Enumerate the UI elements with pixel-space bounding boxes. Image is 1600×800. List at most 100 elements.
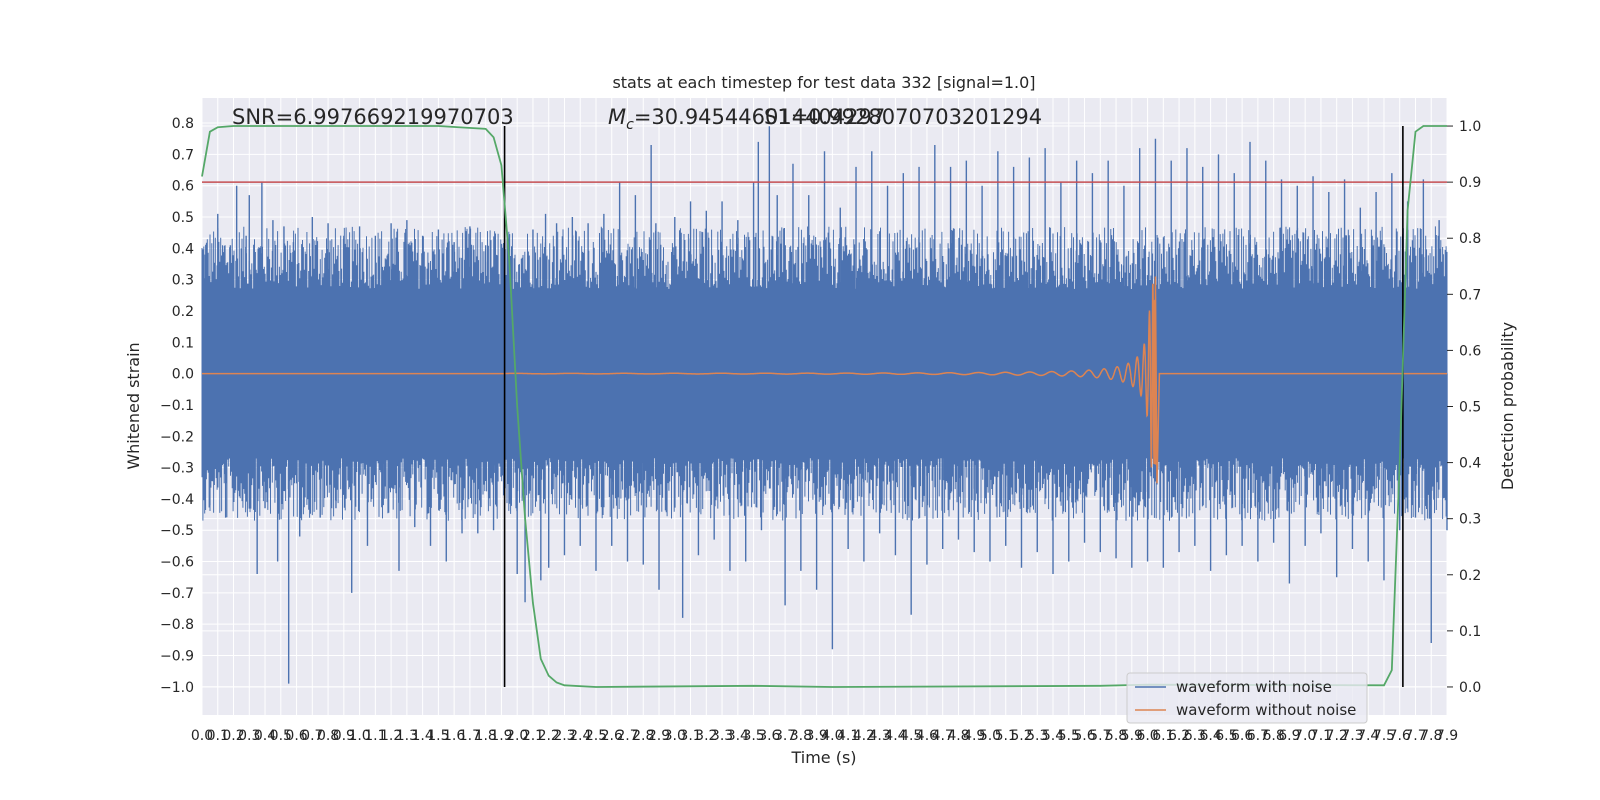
x-tick-label: 5.3 [1026, 728, 1048, 744]
right-tick-label: 0.5 [1459, 400, 1481, 416]
x-tick-label: 3.4 [727, 728, 749, 744]
x-tick-label: 0.1 [207, 728, 229, 744]
x-tick-label: 3.9 [805, 728, 827, 744]
x-tick-label: 1.0 [348, 728, 370, 744]
x-tick-label: 0.6 [285, 728, 307, 744]
x-tick-label: 2.0 [506, 728, 528, 744]
x-tick-label: 1.2 [380, 728, 402, 744]
x-tick-label: 3.8 [790, 728, 812, 744]
x-tick-label: 7.1 [1310, 728, 1332, 744]
x-tick-label: 5.5 [1058, 728, 1080, 744]
x-tick-label: 5.2 [1010, 728, 1032, 744]
x-tick-label: 6.2 [1168, 728, 1190, 744]
right-tick-label: 0.1 [1459, 624, 1481, 640]
right-tick-label: 0.4 [1459, 456, 1481, 472]
mc-annotation: Mc=30.945446014404297 [608, 105, 885, 133]
x-tick-label: 7.0 [1294, 728, 1316, 744]
x-tick-label: 4.0 [821, 728, 843, 744]
left-tick-label: −0.3 [160, 461, 194, 477]
left-tick-label: 0.3 [172, 273, 194, 289]
x-axis-ticks: 0.00.10.20.30.40.50.60.70.80.91.01.11.21… [191, 728, 1458, 744]
mc-value: =30.945446014404297 [634, 105, 885, 129]
x-tick-label: 7.4 [1357, 728, 1379, 744]
clean-waveform-line [202, 276, 1447, 484]
right-tick-label: 0.7 [1459, 287, 1481, 303]
left-tick-label: 0.4 [172, 241, 194, 257]
x-tick-label: 7.8 [1420, 728, 1442, 744]
x-tick-label: 5.1 [995, 728, 1017, 744]
x-tick-label: 2.2 [538, 728, 560, 744]
x-tick-label: 1.3 [396, 728, 418, 744]
right-axis-label: Detection probability [1498, 322, 1517, 490]
x-tick-label: 1.6 [443, 728, 465, 744]
x-tick-label: 1.7 [459, 728, 481, 744]
x-tick-label: 4.1 [837, 728, 859, 744]
right-tick-label: 0.2 [1459, 568, 1481, 584]
x-tick-label: 6.9 [1278, 728, 1300, 744]
left-tick-label: −0.2 [160, 429, 194, 445]
left-tick-label: 0.6 [172, 179, 194, 195]
left-tick-label: 0.7 [172, 147, 194, 163]
chart-title: stats at each timestep for test data 332… [612, 73, 1035, 92]
x-tick-label: 2.3 [553, 728, 575, 744]
x-tick-label: 0.9 [333, 728, 355, 744]
right-axis-ticks: 1.0 0.9 0.8 0.7 0.6 0.5 0.4 0.3 0.2 0.1 0.0 [1447, 119, 1481, 696]
x-tick-label: 4.6 [916, 728, 938, 744]
x-tick-label: 1.9 [490, 728, 512, 744]
x-tick-label: 6.4 [1199, 728, 1221, 744]
x-tick-label: 5.6 [1073, 728, 1095, 744]
left-tick-label: 0.8 [172, 116, 194, 132]
x-tick-label: 2.6 [601, 728, 623, 744]
x-tick-label: 3.1 [679, 728, 701, 744]
x-tick-label: 7.3 [1341, 728, 1363, 744]
left-tick-label: −0.9 [160, 648, 194, 664]
legend-label-clean: waveform without noise [1176, 701, 1356, 719]
legend: waveform with noise waveform without noi… [1126, 672, 1368, 724]
x-tick-label: 5.8 [1105, 728, 1127, 744]
x-tick-label: 2.9 [648, 728, 670, 744]
vertical-markers [503, 126, 1404, 687]
x-tick-label: 3.7 [774, 728, 796, 744]
x-tick-label: 0.5 [270, 728, 292, 744]
probability-series [201, 125, 1447, 688]
legend-label-noise: waveform with noise [1176, 678, 1332, 696]
left-tick-label: −0.5 [160, 523, 194, 539]
x-tick-label: 6.8 [1263, 728, 1285, 744]
x-tick-label: 4.3 [869, 728, 891, 744]
right-tick-label: 0.3 [1459, 512, 1481, 528]
probability-line [201, 125, 1447, 688]
left-tick-label: 0.0 [172, 367, 194, 383]
left-tick-label: −0.1 [160, 398, 194, 414]
x-tick-label: 0.4 [254, 728, 276, 744]
x-tick-label: 6.3 [1184, 728, 1206, 744]
x-tick-label: 2.7 [616, 728, 638, 744]
left-tick-label: 0.1 [172, 335, 194, 351]
x-tick-label: 3.0 [664, 728, 686, 744]
right-tick-label: 0.8 [1459, 231, 1481, 247]
x-tick-label: 7.7 [1404, 728, 1426, 744]
mc-symbol: M [608, 105, 626, 129]
x-tick-label: 2.5 [585, 728, 607, 744]
x-tick-label: 6.1 [1152, 728, 1174, 744]
clean-series [202, 276, 1447, 484]
mc-subscript: c [626, 117, 634, 133]
x-tick-label: 4.2 [853, 728, 875, 744]
x-axis-label: Time (s) [790, 748, 856, 767]
x-tick-label: 5.4 [1042, 728, 1064, 744]
x-tick-label: 7.9 [1436, 728, 1458, 744]
x-tick-label: 7.2 [1326, 728, 1348, 744]
x-tick-label: 7.6 [1389, 728, 1411, 744]
x-tick-label: 3.3 [711, 728, 733, 744]
overlap-annotation: S1=0.9928070703201294 [764, 105, 1042, 129]
x-tick-label: 2.4 [569, 728, 591, 744]
x-tick-label: 5.0 [979, 728, 1001, 744]
left-axis-label: Whitened strain [124, 342, 143, 469]
left-tick-label: −0.4 [160, 492, 194, 508]
x-tick-label: 3.2 [695, 728, 717, 744]
left-tick-label: −0.7 [160, 586, 194, 602]
left-tick-label: −0.8 [160, 617, 194, 633]
snr-annotation: SNR=6.997669219970703 [232, 105, 514, 129]
x-tick-label: 5.9 [1121, 728, 1143, 744]
x-tick-label: 4.4 [884, 728, 906, 744]
